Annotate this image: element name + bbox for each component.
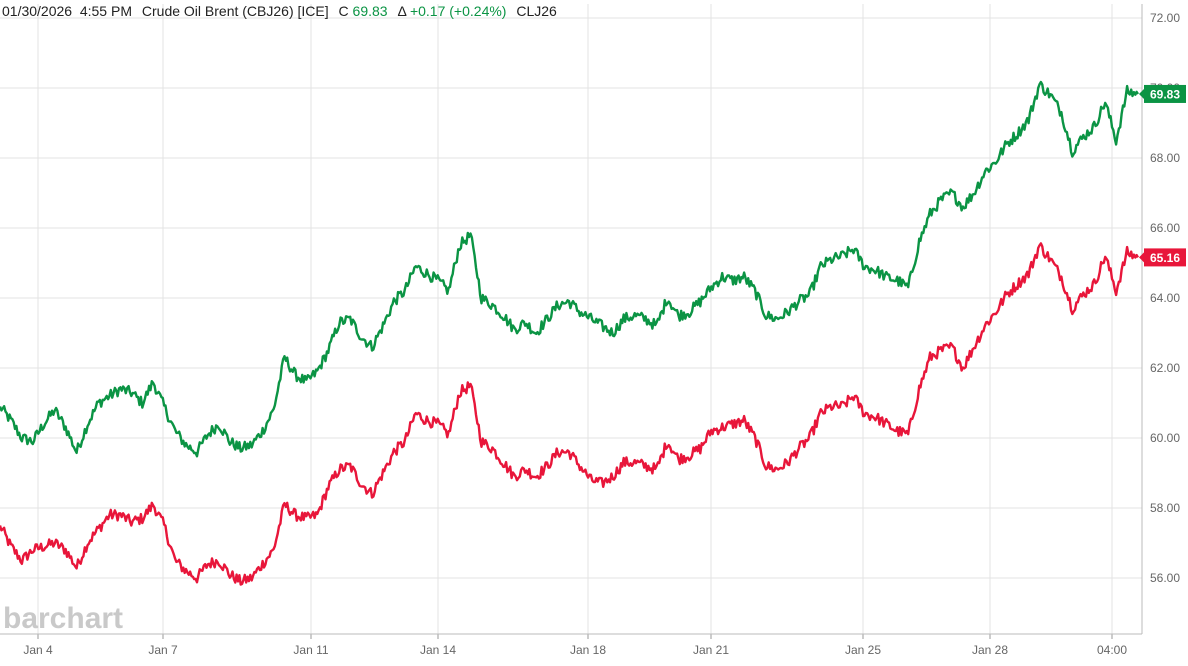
series-layer [0,80,1140,586]
y-tick-label: 66.00 [1150,221,1180,235]
y-tick-label: 56.00 [1150,571,1180,585]
series-line-clj26 [0,242,1140,586]
x-tick-label: Jan 14 [420,643,456,657]
last-price-label-clj26: 65.16 [1150,251,1180,265]
header-close-value: 69.83 [353,3,388,19]
last-price-tag-notch [1139,88,1144,99]
x-tick-label: Jan 25 [845,643,881,657]
header-symbol-name: Crude Oil Brent (CBJ26) [ICE] [142,3,329,19]
header-close-prefix: C [339,3,349,19]
x-axis: Jan 4 Jan 7 Jan 11 Jan 14 Jan 18 Jan 21 Jan 25… [0,633,1142,657]
last-price-label-cbj26: 69.83 [1150,87,1180,101]
header-change-value: +0.17 (+0.24%) [410,3,507,19]
last-price-labels: 69.83 65.16 [1139,84,1186,267]
barchart-logo: barchart [3,602,123,635]
x-tick-label: Jan 28 [972,643,1008,657]
y-axis: 56.0058.0060.0062.0064.0066.0068.0070.00… [1141,4,1180,634]
grid [0,4,1142,634]
x-tick-label: Jan 21 [693,643,729,657]
last-price-tag-clj26 [1144,248,1186,267]
y-tick-label: 58.00 [1150,501,1180,515]
series-line-cbj26 [0,80,1139,458]
last-price-tag-notch [1139,252,1144,263]
chart-header: 01/30/2026 4:55 PM Crude Oil Brent (CBJ2… [2,3,557,19]
last-price-tag-cbj26 [1144,84,1186,103]
y-tick-label: 68.00 [1150,151,1180,165]
x-tick-label: Jan 7 [148,643,178,657]
x-tick-label: 04:00 [1097,643,1127,657]
y-tick-label: 64.00 [1150,291,1180,305]
header-compare-symbol: CLJ26 [516,3,557,19]
x-tick-label: Jan 18 [570,643,606,657]
y-tick-label: 60.00 [1150,431,1180,445]
y-tick-label: 62.00 [1150,361,1180,375]
header-change-prefix: Δ [397,3,406,19]
header-datetime: 01/30/2026 4:55 PM [2,3,132,19]
x-tick-label: Jan 4 [23,643,53,657]
y-tick-label: 72.00 [1150,11,1180,25]
x-tick-label: Jan 11 [293,643,328,657]
